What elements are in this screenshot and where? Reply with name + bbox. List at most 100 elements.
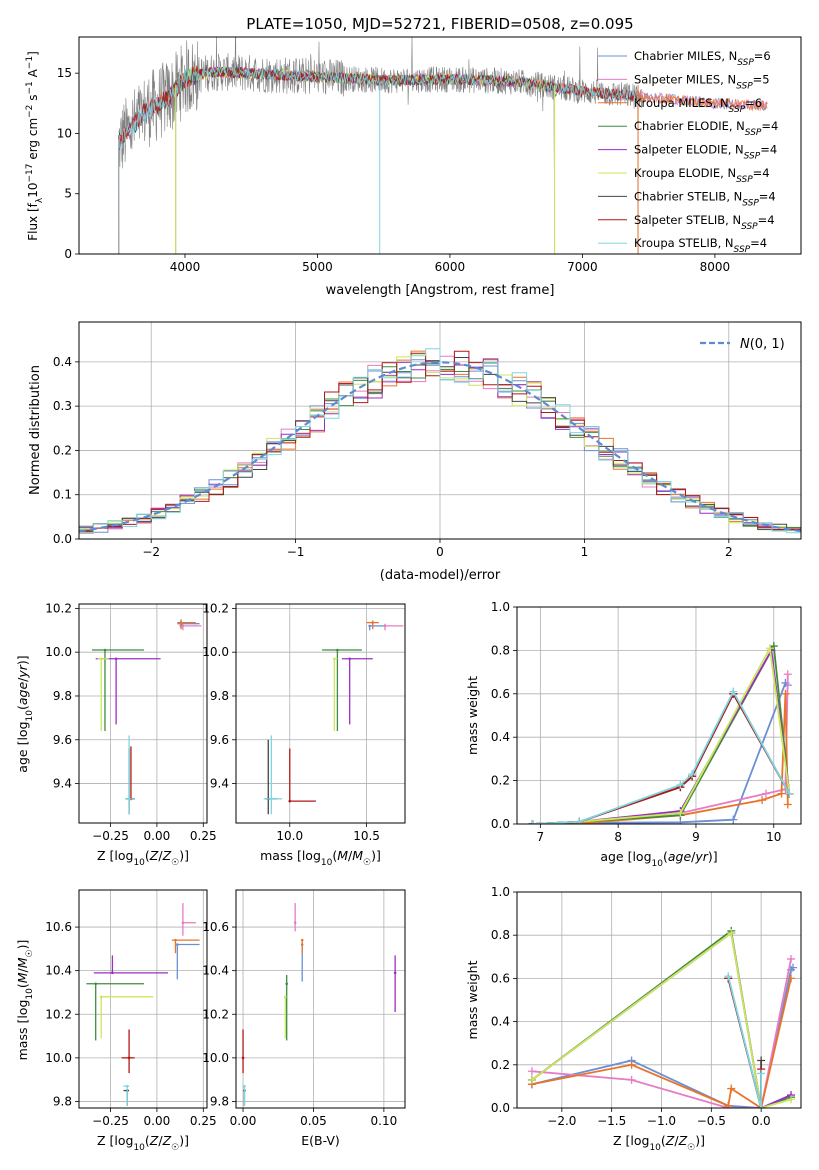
weight-line bbox=[531, 966, 794, 1108]
weight-line bbox=[531, 978, 792, 1108]
data-point bbox=[241, 1056, 245, 1060]
age-vs-z-panel-ylabel: age [log10(age/yr)] bbox=[15, 655, 35, 772]
axes-frame bbox=[235, 889, 406, 1109]
data-point bbox=[181, 921, 185, 924]
y-tick-label: 9.8 bbox=[210, 1094, 229, 1108]
y-tick-label: 10.2 bbox=[45, 601, 72, 615]
weight-marker bbox=[787, 954, 796, 963]
weight-marker bbox=[787, 974, 796, 983]
y-tick-label: 9.6 bbox=[210, 733, 229, 747]
weight-vs-z-panel-xlabel: Z [log10(Z/Z☉)] bbox=[613, 1133, 705, 1153]
y-tick-label: 0.1 bbox=[53, 488, 72, 502]
axes-frame bbox=[516, 891, 802, 1109]
plot-area bbox=[79, 348, 801, 534]
plot-area bbox=[528, 642, 794, 824]
y-tick-label: 9.8 bbox=[53, 1094, 72, 1108]
axes-frame bbox=[235, 603, 406, 824]
y-tick-label: 1.0 bbox=[491, 600, 510, 614]
legend-entry: Salpeter ELODIE, NSSP=4 bbox=[634, 143, 777, 162]
x-tick-label: 0.05 bbox=[300, 1114, 327, 1128]
y-tick-label: 10.2 bbox=[202, 601, 229, 615]
x-tick-label: −1 bbox=[287, 545, 305, 559]
data-point bbox=[371, 621, 375, 624]
y-tick-label: 0.8 bbox=[491, 928, 510, 942]
x-tick-label: 10 bbox=[766, 830, 781, 844]
spectrum-panel: 4000 5000 6000 7000 8000 0 5 10 15 wavelength [An… bbox=[25, 36, 802, 298]
y-tick-label: 0.0 bbox=[491, 817, 510, 831]
y-tick-label: 9.6 bbox=[53, 733, 72, 747]
weight-vs-z-panel-ylabel: mass weight bbox=[465, 960, 480, 1039]
x-tick-label: 0.00 bbox=[144, 1114, 171, 1128]
weight-marker bbox=[527, 1075, 536, 1084]
data-point bbox=[383, 624, 387, 628]
data-point bbox=[103, 648, 107, 652]
x-tick-label: 9 bbox=[692, 830, 700, 844]
weight-marker bbox=[676, 809, 685, 818]
x-tick-label: 1 bbox=[581, 545, 589, 559]
axes-frame bbox=[78, 889, 208, 1109]
x-tick-label: 0.00 bbox=[144, 829, 171, 843]
axes-frame bbox=[78, 36, 802, 255]
y-tick-label: 10.2 bbox=[45, 1007, 72, 1021]
weight-marker bbox=[729, 815, 738, 824]
y-tick-label: 0.2 bbox=[491, 774, 510, 788]
data-point bbox=[283, 995, 287, 999]
y-tick-label: 9.8 bbox=[53, 689, 72, 703]
weight-marker bbox=[575, 817, 584, 824]
x-tick-label: 0.00 bbox=[230, 1114, 257, 1128]
data-point bbox=[127, 797, 131, 801]
y-tick-label: 0.4 bbox=[53, 355, 72, 369]
mass-vs-ebv-panel-xlabel: E(B-V) bbox=[301, 1133, 340, 1148]
data-point bbox=[333, 657, 336, 661]
spectrum-ylabel: Flux [fλ10−17 erg cm−2 s−1 A−1] bbox=[25, 51, 45, 241]
spectrum-xlabel: wavelength [Angstrom, rest frame] bbox=[326, 283, 555, 298]
plot-area bbox=[241, 903, 397, 1106]
y-tick-label: 10.6 bbox=[45, 920, 72, 934]
y-tick-label: 0 bbox=[64, 247, 72, 261]
data-point bbox=[288, 799, 292, 803]
legend-entry: Salpeter MILES, NSSP=5 bbox=[634, 72, 770, 91]
y-tick-label: 9.4 bbox=[53, 777, 72, 791]
axes-frame bbox=[78, 603, 208, 824]
y-tick-label: 9.4 bbox=[210, 777, 229, 791]
data-point bbox=[94, 982, 97, 986]
axes-frame bbox=[516, 606, 802, 825]
data-point bbox=[336, 648, 339, 652]
weight-marker bbox=[727, 929, 736, 938]
y-tick-label: 15 bbox=[57, 66, 72, 80]
y-tick-label: 0.2 bbox=[53, 443, 72, 457]
x-tick-label: 2 bbox=[725, 545, 733, 559]
x-tick-label: 0.25 bbox=[190, 829, 217, 843]
x-tick-label: 8000 bbox=[700, 260, 731, 274]
spectrum-model-line bbox=[175, 66, 555, 254]
legend-entry: Salpeter STELIB, NSSP=4 bbox=[634, 213, 775, 232]
weight-vs-age-panel-xlabel: age [log10(age/yr)] bbox=[600, 849, 717, 869]
x-tick-label: 7000 bbox=[567, 260, 598, 274]
weight-marker bbox=[758, 796, 767, 805]
legend-entry: Chabrier ELODIE, NSSP=4 bbox=[634, 119, 778, 138]
age-vs-z-panel: −0.25 0.00 0.25 9.4 9.6 9.8 10.0 10.2 Z [log10(Z… bbox=[15, 601, 217, 868]
weight-marker bbox=[777, 789, 786, 798]
weight-vs-age-panel-ylabel: mass weight bbox=[465, 676, 480, 755]
mass-vs-z-panel-ylabel: mass [log10(M/M☉)] bbox=[15, 940, 35, 1061]
weight-marker bbox=[676, 780, 685, 789]
data-point bbox=[285, 982, 289, 986]
data-point bbox=[243, 1084, 246, 1088]
figure-title: PLATE=1050, MJD=52721, FIBERID=0508, z=0… bbox=[246, 15, 633, 33]
x-tick-label: 5000 bbox=[302, 260, 333, 274]
y-tick-label: 10.4 bbox=[45, 964, 72, 978]
y-tick-label: 0.6 bbox=[491, 687, 510, 701]
data-point bbox=[125, 1084, 129, 1088]
weight-vs-age-panel: 7 8 9 10 0.0 0.2 0.4 0.6 0.8 1.0 age [log10(age/yr… bbox=[465, 600, 802, 869]
weight-marker bbox=[627, 1075, 636, 1084]
y-tick-label: 10 bbox=[57, 126, 72, 140]
weight-marker bbox=[757, 1104, 766, 1108]
x-tick-label: 0.10 bbox=[371, 1114, 398, 1128]
legend-entry: Kroupa ELODIE, NSSP=4 bbox=[634, 166, 770, 185]
x-tick-label: −1.5 bbox=[597, 1114, 626, 1128]
y-tick-label: 10.0 bbox=[202, 645, 229, 659]
legend-entry: N(0, 1) bbox=[740, 337, 785, 352]
y-tick-label: 0.0 bbox=[491, 1101, 510, 1115]
weight-marker bbox=[676, 818, 685, 824]
